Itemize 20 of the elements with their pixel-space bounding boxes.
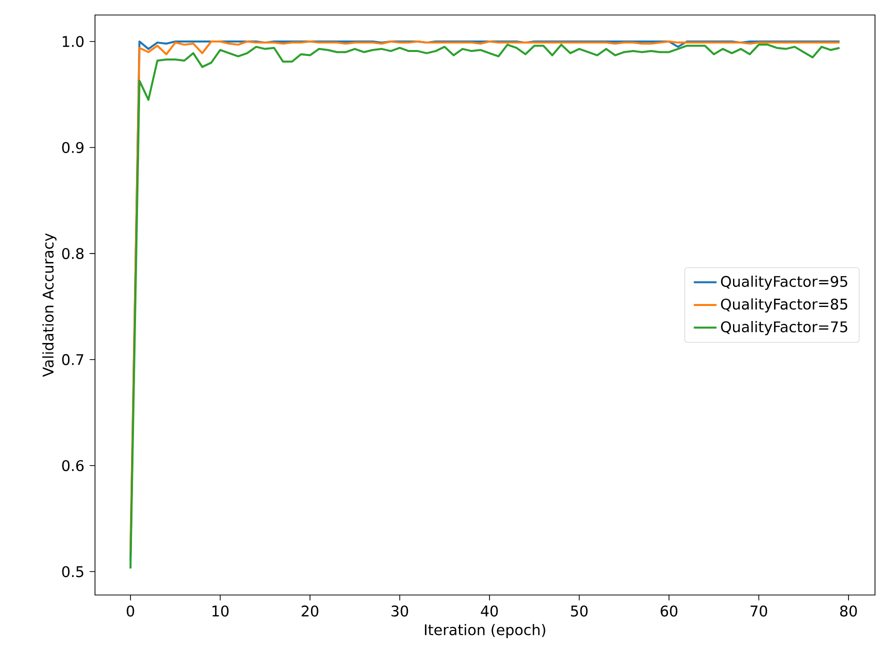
x-tick-label: 0 [126,605,134,617]
x-tick-label: 10 [212,605,229,617]
legend-label: QualityFactor=75 [721,320,848,336]
x-tick-label: 30 [392,605,408,617]
x-tick-label: 50 [571,605,588,617]
legend-label: QualityFactor=95 [721,276,848,290]
y-tick-label: 0.9 [62,142,84,154]
x-tick-label: 60 [660,605,678,617]
y-tick-label: 0.5 [62,566,84,578]
x-tick-label: 80 [840,605,857,617]
legend-label: QualityFactor=85 [721,298,848,313]
y-tick-label: 0.8 [62,248,84,260]
x-tick-label: 20 [302,605,318,617]
y-tick-label: 1.0 [62,36,84,48]
x-axis-title: Iteration (epoch) [424,624,546,638]
x-tick-label: 70 [750,605,768,617]
y-tick-label: 0.7 [62,354,84,366]
x-tick-label: 40 [480,605,498,617]
y-tick-label: 0.6 [62,460,84,472]
y-axis-title: Validation Accuracy [42,233,56,377]
